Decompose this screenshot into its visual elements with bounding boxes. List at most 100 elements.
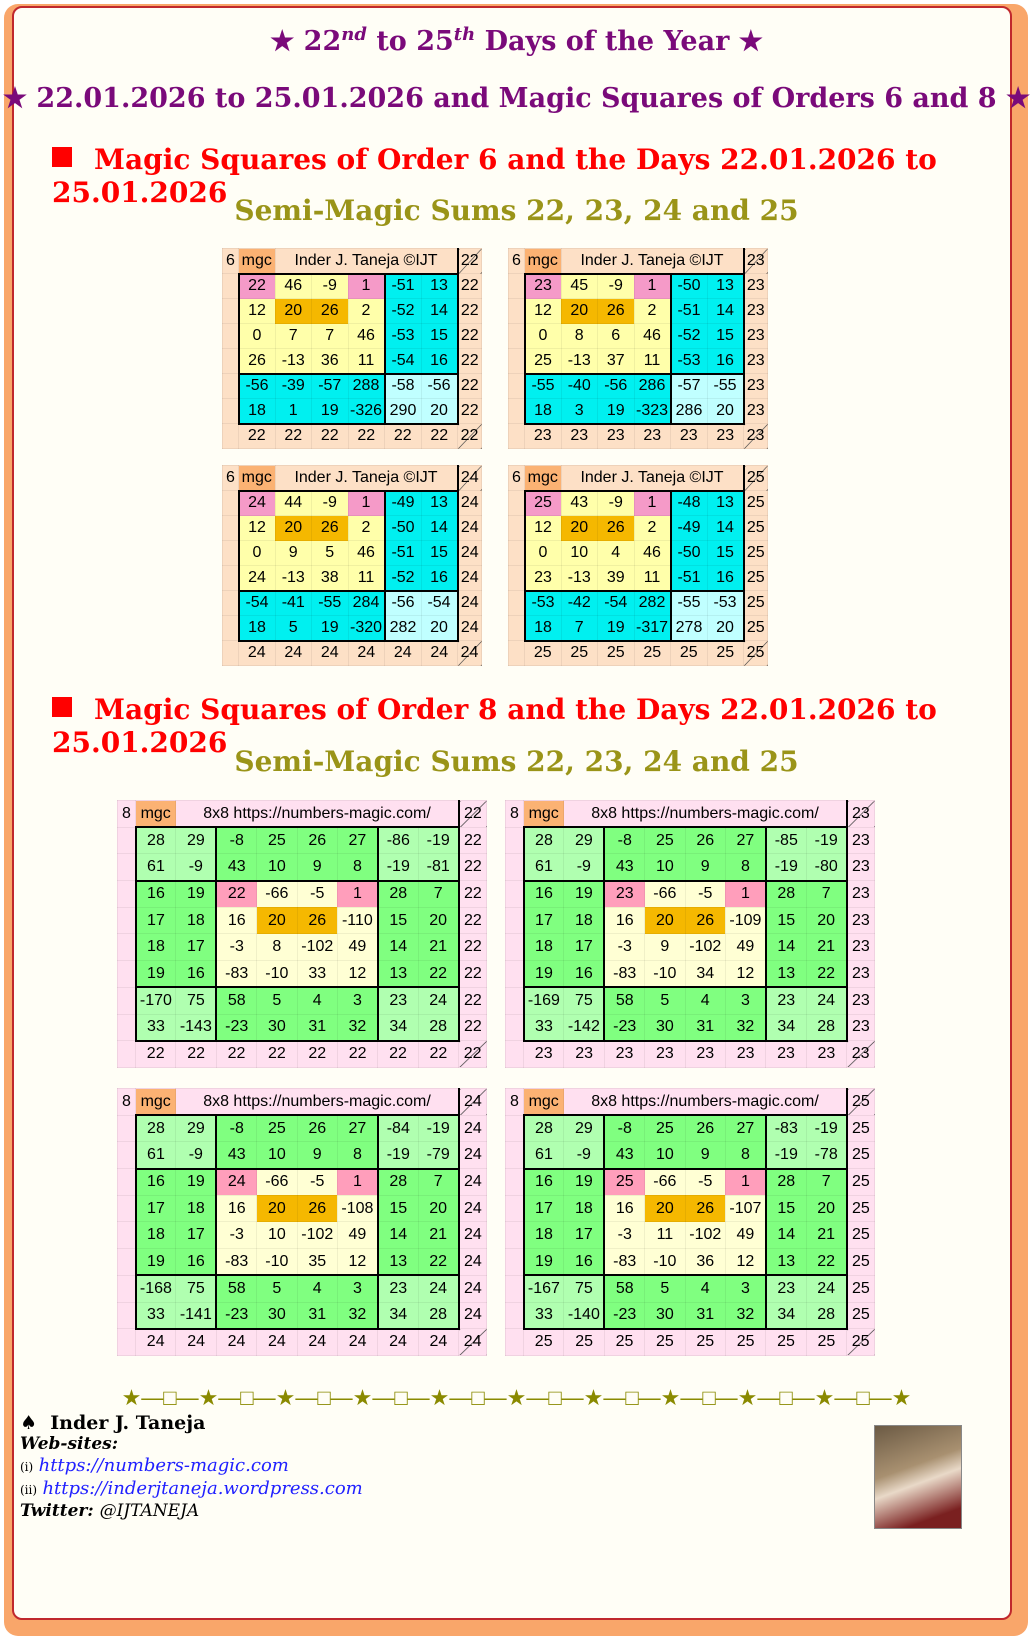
section8-heading-text: Magic Squares of Order 8 and the Days 22… — [52, 693, 937, 759]
cell: -51 — [669, 565, 708, 592]
table-row: 16 19 22 -66 -5 1 28 7 22 — [117, 879, 488, 908]
cell: -8 — [603, 1114, 646, 1143]
row-spacer — [505, 1274, 524, 1303]
cell: -54 — [420, 589, 459, 616]
row-sum: 22 — [458, 906, 488, 935]
cell: 75 — [175, 986, 218, 1015]
cell: 58 — [603, 1274, 646, 1303]
cell: -10 — [256, 960, 298, 989]
column-sum: 23 — [633, 423, 671, 449]
column-sum: 23 — [560, 423, 598, 449]
cell: 8 — [336, 853, 379, 882]
cell: 4 — [597, 540, 635, 566]
column-sum: 22 — [336, 1040, 379, 1068]
section6-heading-text: Magic Squares of Order 6 and the Days 22… — [52, 143, 937, 209]
row-sum: 25 — [846, 1194, 876, 1223]
cell: -54 — [383, 348, 422, 375]
table-row: -53 -42 -54 282 -55 -53 25 — [508, 589, 768, 616]
column-sum: 25 — [670, 640, 708, 666]
row-spacer — [222, 273, 239, 299]
section6-heading: Magic Squares of Order 6 and the Days 22… — [30, 143, 1033, 209]
cell: 17 — [175, 1221, 218, 1250]
table-row: 17 18 16 20 26 -108 15 20 24 — [117, 1194, 488, 1223]
cell: 13 — [420, 489, 459, 516]
row-spacer — [117, 1194, 136, 1223]
site1-link[interactable]: https://numbers-magic.com — [38, 1455, 289, 1476]
cell: 28 — [376, 879, 419, 908]
cell: 19 — [175, 879, 218, 908]
table-row: 18 5 19 -320 282 20 24 — [222, 615, 482, 642]
cell: 23 — [376, 986, 419, 1015]
column-sum: 22 — [134, 1040, 177, 1068]
magic-sum-label: 23 — [742, 248, 768, 274]
cell: 22 — [417, 960, 460, 989]
row-sum: 24 — [458, 1114, 488, 1143]
row-sum: 23 — [846, 826, 876, 855]
cell: 24 — [237, 565, 276, 592]
cell: -56 — [597, 372, 635, 399]
cell: 20 — [644, 906, 686, 935]
column-sum: 23 — [765, 1040, 807, 1068]
row-sum: 25 — [846, 1168, 876, 1196]
cell: -55 — [523, 372, 562, 399]
header-text: Inder J. Taneja ©IJT — [274, 465, 458, 491]
cell: 34 — [376, 1301, 419, 1330]
column-sum: 23 — [805, 1040, 848, 1068]
cell: 13 — [376, 960, 419, 989]
cell: 19 — [597, 615, 635, 642]
cell: 10 — [256, 853, 298, 882]
cell: 13 — [420, 272, 459, 299]
cell: -56 — [420, 372, 459, 399]
cell: -53 — [383, 323, 422, 349]
cell: 1 — [347, 272, 386, 299]
row-spacer — [505, 826, 524, 855]
row-sum: 25 — [846, 1141, 876, 1170]
magic-sum-label: 23 — [845, 800, 876, 828]
cell: -10 — [644, 960, 686, 989]
magic-sum-label: 22 — [456, 248, 482, 274]
cell: 12 — [523, 298, 562, 324]
magic-sum-label: 25 — [742, 465, 768, 491]
row-sum: 24 — [457, 565, 482, 591]
cell: 30 — [256, 1301, 298, 1330]
cell: 21 — [417, 1221, 460, 1250]
row-spacer — [505, 1168, 524, 1196]
cell: -9 — [175, 1141, 218, 1170]
cell: 19 — [522, 960, 565, 989]
cell: 44 — [274, 489, 312, 516]
table-row: 61 -9 43 10 9 8 -19 -78 25 — [505, 1141, 876, 1170]
cell: 15 — [706, 323, 745, 349]
row-sum: 25 — [743, 490, 768, 516]
cell: 26 — [296, 906, 338, 935]
row-sum: 22 — [457, 398, 482, 424]
cell: 26 — [296, 826, 338, 855]
title-sup: th — [453, 24, 476, 45]
cell: 21 — [805, 1221, 848, 1250]
cell: 16 — [706, 565, 745, 592]
cell: -8 — [603, 826, 646, 855]
cell: 17 — [134, 906, 177, 935]
column-sum: 24 — [134, 1328, 177, 1356]
cell: -9 — [563, 1141, 606, 1170]
cell: 11 — [633, 348, 672, 375]
cell: 20 — [256, 906, 298, 935]
title-text: Days of the Year ★ — [475, 26, 763, 57]
cell: 18 — [522, 1221, 565, 1250]
cell: 14 — [420, 515, 459, 541]
site2-link[interactable]: https://inderjtaneja.wordpress.com — [42, 1478, 363, 1499]
cell: 4 — [296, 1274, 338, 1303]
cell: 16 — [563, 960, 606, 989]
cell: 21 — [805, 933, 848, 962]
header-text: Inder J. Taneja ©IJT — [274, 248, 458, 274]
column-sum: 23 — [724, 1040, 767, 1068]
cell: 7 — [560, 615, 598, 642]
cell: 49 — [724, 1221, 767, 1250]
column-sum: 23 — [563, 1040, 605, 1068]
cell: 26 — [311, 515, 349, 541]
cell: 28 — [417, 1013, 460, 1042]
cell: 26 — [296, 1194, 338, 1223]
title-line-2: ★ 22.01.2026 to 25.01.2026 and Magic Squ… — [2, 83, 1031, 114]
table-row: 33 -143 -23 30 31 32 34 28 22 — [117, 1013, 488, 1042]
cell: 13 — [706, 272, 745, 299]
row-spacer — [505, 880, 524, 908]
